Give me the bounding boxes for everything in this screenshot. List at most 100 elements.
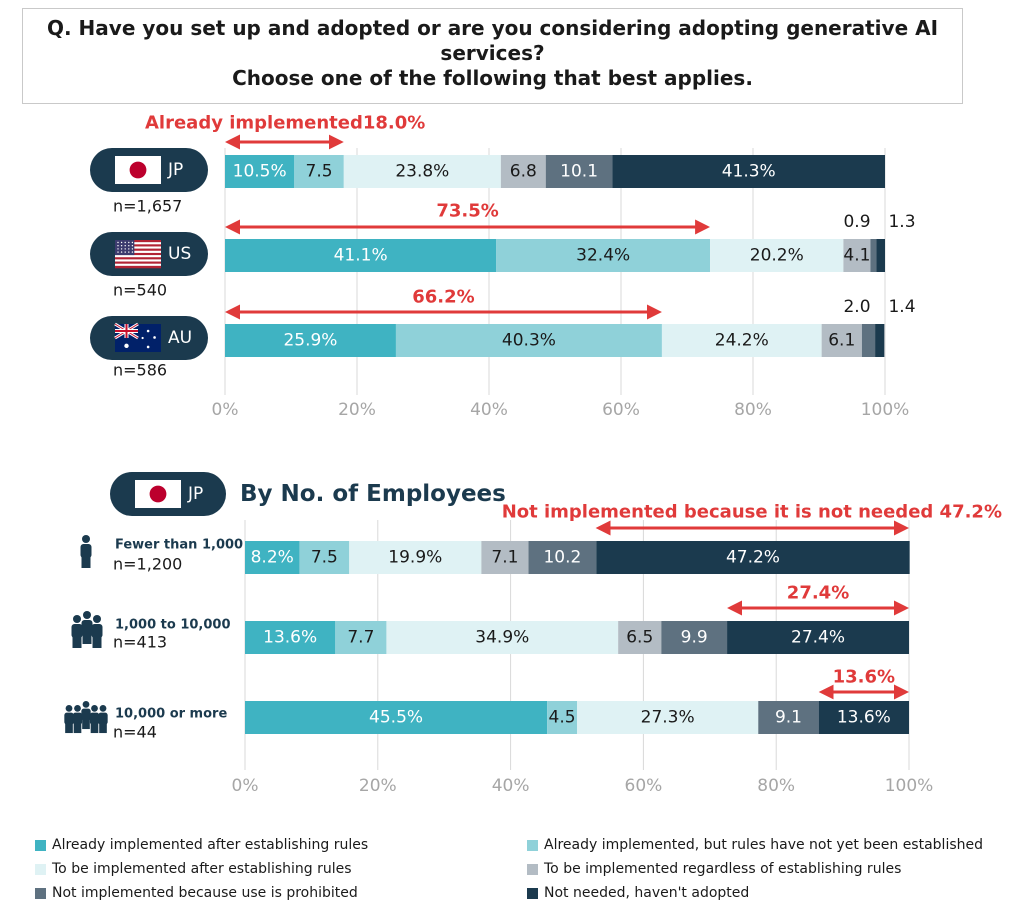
person-figure — [81, 611, 93, 644]
bar-segment-cat3 — [577, 701, 759, 734]
bar-value-label: 13.6% — [837, 708, 891, 728]
bar-segment-cat3 — [386, 621, 619, 654]
country-pill: US — [90, 232, 208, 276]
employee-size-label: Fewer than 1,000 — [115, 538, 243, 553]
us-flag-star — [128, 241, 130, 244]
bar-value-label: 7.5 — [311, 548, 338, 568]
legend-item-cat6: Not needed, haven't adopted — [527, 883, 749, 903]
legend-item-cat4: To be implemented regardless of establis… — [527, 859, 901, 879]
bar-value-label: 27.3% — [641, 708, 695, 728]
us-flag-star — [117, 251, 119, 253]
us-flag-stripe — [115, 261, 161, 264]
x-tick-label: 40% — [470, 400, 508, 420]
bar-segment-cat2 — [547, 701, 577, 734]
bar-segment-cat6 — [818, 701, 909, 734]
bar-value-label: 4.1 — [843, 246, 870, 266]
large-group-icon — [64, 701, 108, 734]
bar-segment-cat3 — [710, 239, 844, 272]
country-pill-label: AU — [168, 328, 192, 348]
employee-size-label: 1,000 to 10,000 — [115, 618, 230, 633]
group-icon — [71, 611, 103, 648]
bar-value-label: 13.6% — [263, 628, 317, 648]
au-flag-star — [146, 329, 150, 333]
question-box: Q. Have you set up and adopted or are yo… — [22, 8, 963, 104]
bar-segment-cat6 — [875, 324, 885, 357]
bar-segment-cat1 — [245, 621, 336, 654]
bar-segment-cat6 — [612, 155, 885, 188]
bar-segment-cat6 — [876, 239, 885, 272]
us-flag-star — [124, 251, 126, 253]
bar-value-label: 23.8% — [395, 162, 449, 182]
x-tick-label: 100% — [885, 776, 934, 796]
person-figure — [89, 705, 100, 734]
x-tick-label: 40% — [492, 776, 530, 796]
x-tick-label: 20% — [359, 776, 397, 796]
country-pill: JP — [110, 472, 226, 516]
bar-segment-cat2 — [299, 541, 350, 574]
annotation-label: 73.5% — [436, 201, 498, 222]
bar-value-label: 10.1 — [560, 162, 598, 182]
bar-value-label: 7.7 — [347, 628, 374, 648]
country-pill-label: JP — [187, 484, 203, 504]
au-flag-star — [146, 345, 150, 349]
bar-segment-cat6 — [727, 621, 909, 654]
legend-item-cat1: Already implemented after establishing r… — [35, 835, 368, 855]
legend-label: Not needed, haven't adopted — [544, 885, 750, 901]
question-line-1: Q. Have you set up and adopted or are yo… — [46, 16, 939, 40]
bar-value-label: 7.5 — [306, 162, 333, 182]
us-flag-stripe — [115, 250, 161, 254]
person-figure — [72, 705, 83, 734]
question-line-3: Choose one of the following that best ap… — [232, 66, 753, 90]
sample-size-label: n=44 — [113, 723, 157, 742]
bar-value-label: 47.2% — [726, 548, 780, 568]
person-figure — [71, 615, 83, 648]
us-flag-stripe — [115, 265, 161, 269]
au-flag-star — [141, 336, 144, 340]
outside-value-label: 2.0 — [843, 297, 870, 317]
bar-value-label: 7.1 — [491, 548, 518, 568]
person-icon — [80, 535, 92, 568]
bar-segment-cat1 — [245, 541, 300, 574]
employee-size-chart: 0% 20% 40% 60% 80% 100% JP By No. of Employees F… — [64, 472, 1002, 796]
us-flag-stripe — [115, 240, 161, 243]
bar-segment-cat4 — [843, 239, 871, 272]
legend-label: Already implemented, but rules have not … — [544, 837, 983, 853]
jp-flag — [115, 156, 161, 184]
us-flag-star — [120, 248, 123, 250]
us-flag-star — [120, 251, 123, 253]
au-flag-star — [124, 343, 129, 349]
bar-value-label: 10.2 — [543, 548, 581, 568]
us-flag-star — [128, 245, 130, 247]
bar-value-label: 6.5 — [626, 628, 653, 648]
sample-size-label: n=540 — [113, 281, 167, 300]
bar-segment-cat2 — [496, 239, 711, 272]
sample-size-label: n=1,200 — [113, 555, 182, 574]
person-figure — [64, 705, 74, 734]
us-flag-star — [124, 248, 126, 250]
us-flag-canton — [115, 240, 135, 256]
us-flag-star — [124, 241, 126, 244]
country-pill: AU — [90, 316, 208, 360]
outside-value-label: 1.4 — [888, 297, 915, 317]
x-tick-label: 100% — [861, 400, 910, 420]
bar-value-label: 9.1 — [775, 708, 802, 728]
bar-segment-cat4 — [821, 324, 862, 357]
bar-value-label: 4.5 — [549, 708, 576, 728]
jp-flag — [135, 480, 181, 508]
us-flag-star — [131, 248, 134, 250]
bar-segment-cat5 — [861, 324, 876, 357]
country-pill: JP — [90, 148, 208, 192]
legend-item-cat2: Already implemented, but rules have not … — [527, 835, 983, 855]
x-tick-label: 80% — [734, 400, 772, 420]
jp-flag-sun — [149, 485, 167, 503]
bar-segment-cat6 — [596, 541, 910, 574]
us-flag-stripe — [115, 257, 161, 260]
bar-segment-cat3 — [349, 541, 482, 574]
question-line-2: services? — [440, 41, 545, 65]
x-tick-label: 80% — [757, 776, 795, 796]
legend-swatch — [35, 839, 46, 851]
bar-segment-cat1 — [225, 324, 396, 357]
au-flag-cross-red — [115, 330, 138, 332]
bar-segment-cat5 — [545, 155, 613, 188]
us-flag-star — [117, 245, 119, 247]
